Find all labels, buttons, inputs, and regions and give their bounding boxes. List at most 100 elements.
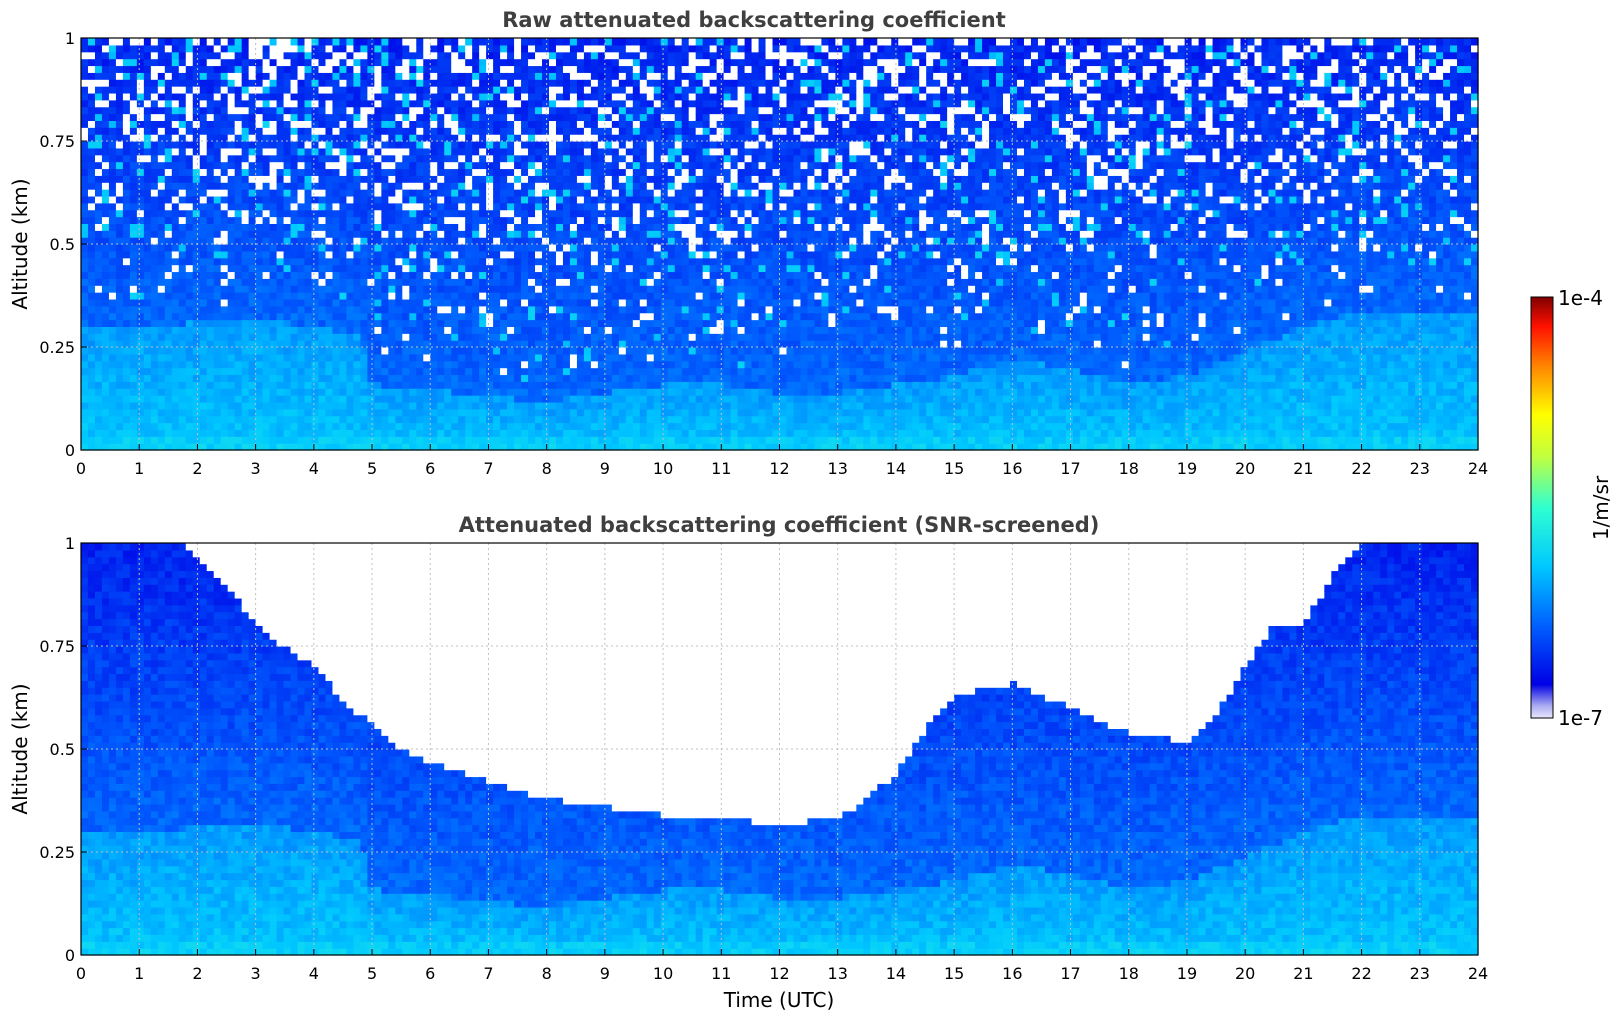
heatmap-cell: [437, 395, 445, 402]
heatmap-cell: [298, 361, 306, 368]
heatmap-cell: [514, 223, 522, 230]
heatmap-cell: [179, 423, 187, 430]
heatmap-cell: [214, 38, 222, 45]
heatmap-cell: [612, 230, 620, 237]
heatmap-cell: [633, 306, 641, 313]
heatmap-cell: [570, 320, 578, 327]
heatmap-cell: [95, 313, 103, 320]
heatmap-cell: [312, 258, 320, 265]
heatmap-cell: [612, 271, 620, 278]
heatmap-cell: [88, 285, 96, 292]
heatmap-cell: [584, 65, 592, 72]
heatmap-cell: [95, 196, 103, 203]
heatmap-cell: [242, 278, 250, 285]
heatmap-cell: [325, 45, 333, 52]
heatmap-cell: [437, 134, 445, 141]
heatmap-cell: [465, 347, 473, 354]
heatmap-cell: [312, 127, 320, 134]
heatmap-cell: [270, 395, 278, 402]
heatmap-cell: [591, 134, 599, 141]
heatmap-cell: [521, 347, 529, 354]
heatmap-cell: [332, 223, 340, 230]
heatmap-cell: [102, 381, 110, 388]
heatmap-cell: [102, 409, 110, 416]
heatmap-cell: [353, 65, 361, 72]
heatmap-cell: [507, 93, 515, 100]
heatmap-cell: [374, 175, 382, 182]
heatmap-cell: [137, 52, 145, 59]
heatmap-cell: [179, 361, 187, 368]
heatmap-cell: [305, 189, 313, 196]
heatmap-cell: [158, 162, 166, 169]
heatmap-cell: [200, 395, 208, 402]
heatmap-cell: [549, 265, 557, 272]
heatmap-cell: [367, 251, 375, 258]
heatmap-cell: [339, 217, 347, 224]
heatmap-cell: [465, 210, 473, 217]
heatmap-cell: [458, 278, 466, 285]
heatmap-cell: [577, 271, 585, 278]
heatmap-cell: [130, 388, 138, 395]
heatmap-cell: [81, 134, 89, 141]
heatmap-cell: [437, 148, 445, 155]
heatmap-cell: [123, 107, 131, 114]
heatmap-cell: [249, 265, 257, 272]
heatmap-cell: [256, 388, 264, 395]
heatmap-cell: [186, 333, 194, 340]
heatmap-cell: [332, 107, 340, 114]
heatmap-cell: [654, 285, 662, 292]
heatmap-cell: [109, 368, 117, 375]
heatmap-cell: [242, 162, 250, 169]
heatmap-cell: [472, 65, 480, 72]
heatmap-cell: [465, 306, 473, 313]
heatmap-cell: [305, 182, 313, 189]
heatmap-cell: [395, 292, 403, 299]
heatmap-cell: [549, 38, 557, 45]
heatmap-cell: [158, 333, 166, 340]
heatmap-cell: [116, 38, 124, 45]
heatmap-cell: [563, 100, 571, 107]
heatmap-cell: [619, 251, 627, 258]
heatmap-cell: [612, 237, 620, 244]
heatmap-cell: [193, 409, 201, 416]
heatmap-cell: [570, 120, 578, 127]
heatmap-cell: [109, 299, 117, 306]
heatmap-cell: [172, 217, 180, 224]
heatmap-cell: [493, 402, 501, 409]
heatmap-cell: [626, 436, 634, 443]
heatmap-cell: [654, 168, 662, 175]
heatmap-cell: [514, 65, 522, 72]
heatmap-cell: [654, 313, 662, 320]
heatmap-cell: [381, 326, 389, 333]
heatmap-cell: [144, 52, 152, 59]
heatmap-cell: [221, 107, 229, 114]
heatmap-cell: [374, 237, 382, 244]
heatmap-cell: [318, 100, 326, 107]
heatmap-cell: [318, 230, 326, 237]
heatmap-cell: [242, 347, 250, 354]
heatmap-cell: [249, 285, 257, 292]
heatmap-cell: [339, 402, 347, 409]
heatmap-cell: [242, 251, 250, 258]
heatmap-cell: [374, 93, 382, 100]
heatmap-cell: [151, 320, 159, 327]
heatmap-cell: [137, 107, 145, 114]
heatmap-cell: [298, 423, 306, 430]
heatmap-cell: [584, 203, 592, 210]
heatmap-cell: [444, 285, 452, 292]
heatmap-cell: [493, 271, 501, 278]
heatmap-cell: [451, 141, 459, 148]
heatmap-cell: [263, 65, 271, 72]
heatmap-cell: [465, 313, 473, 320]
heatmap-cell: [137, 203, 145, 210]
heatmap-cell: [514, 292, 522, 299]
heatmap-cell: [584, 217, 592, 224]
heatmap-cell: [102, 203, 110, 210]
heatmap-cell: [123, 45, 131, 52]
heatmap-cell: [332, 306, 340, 313]
heatmap-cell: [500, 196, 508, 203]
heatmap-cell: [207, 59, 215, 66]
heatmap-cell: [186, 368, 194, 375]
heatmap-cell: [360, 175, 368, 182]
heatmap-cell: [179, 217, 187, 224]
